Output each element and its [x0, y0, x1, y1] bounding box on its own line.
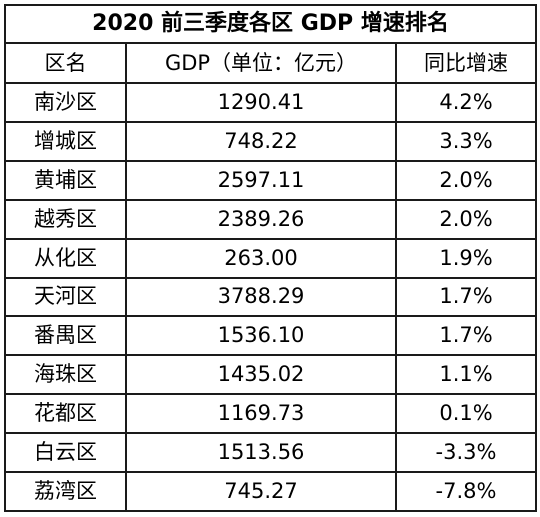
table-row: 白云区 1513.56 -3.3% — [4, 432, 538, 474]
district-cell: 天河区 — [4, 276, 127, 318]
growth-cell: -7.8% — [394, 471, 538, 512]
table-row: 番禺区 1536.10 1.7% — [4, 315, 538, 357]
table-row: 越秀区 2389.26 2.0% — [4, 198, 538, 240]
column-header-growth: 同比增速 — [394, 42, 538, 84]
table-row: 增城区 748.22 3.3% — [4, 120, 538, 162]
gdp-cell: 1513.56 — [125, 432, 397, 474]
title-row: 2020 前三季度各区 GDP 增速排名 — [3, 4, 538, 44]
district-cell: 荔湾区 — [4, 471, 127, 512]
column-header-district: 区名 — [4, 42, 127, 84]
district-cell: 番禺区 — [4, 315, 127, 357]
district-cell: 黄埔区 — [4, 159, 127, 201]
table-row: 花都区 1169.73 0.1% — [4, 393, 538, 435]
table-row: 海珠区 1435.02 1.1% — [4, 354, 538, 396]
growth-cell: 3.3% — [394, 120, 538, 162]
gdp-cell: 1290.41 — [125, 82, 397, 123]
table-row: 黄埔区 2597.11 2.0% — [4, 159, 538, 201]
district-cell: 南沙区 — [4, 82, 127, 123]
growth-cell: -3.3% — [394, 432, 538, 474]
gdp-cell: 2597.11 — [125, 159, 397, 201]
table-row: 从化区 263.00 1.9% — [4, 237, 538, 279]
table-header: 2020 前三季度各区 GDP 增速排名 区名 GDP（单位：亿元） 同比增速 — [3, 4, 538, 84]
table-row: 天河区 3788.29 1.7% — [4, 276, 538, 318]
gdp-cell: 2389.26 — [125, 198, 397, 240]
district-cell: 从化区 — [4, 237, 127, 279]
growth-cell: 2.0% — [394, 198, 538, 240]
district-cell: 增城区 — [4, 120, 127, 162]
district-cell: 海珠区 — [4, 354, 127, 396]
column-header-row: 区名 GDP（单位：亿元） 同比增速 — [4, 42, 538, 84]
growth-cell: 1.7% — [394, 315, 538, 357]
growth-cell: 4.2% — [394, 82, 538, 123]
district-cell: 白云区 — [4, 432, 127, 474]
growth-cell: 1.7% — [394, 276, 538, 318]
district-cell: 越秀区 — [4, 198, 127, 240]
table-row: 荔湾区 745.27 -7.8% — [4, 471, 538, 512]
gdp-cell: 1435.02 — [125, 354, 397, 396]
gdp-cell: 745.27 — [125, 471, 397, 512]
growth-cell: 1.9% — [394, 237, 538, 279]
gdp-cell: 1536.10 — [125, 315, 397, 357]
table-title: 2020 前三季度各区 GDP 增速排名 — [3, 4, 538, 44]
growth-cell: 2.0% — [394, 159, 538, 201]
district-cell: 花都区 — [4, 393, 127, 435]
growth-cell: 0.1% — [394, 393, 538, 435]
gdp-cell: 3788.29 — [125, 276, 397, 318]
gdp-cell: 263.00 — [125, 237, 397, 279]
gdp-cell: 748.22 — [125, 120, 397, 162]
gdp-ranking-table: 2020 前三季度各区 GDP 增速排名 区名 GDP（单位：亿元） 同比增速 … — [3, 4, 538, 512]
column-header-gdp: GDP（单位：亿元） — [125, 42, 397, 84]
growth-cell: 1.1% — [394, 354, 538, 396]
gdp-cell: 1169.73 — [125, 393, 397, 435]
table-row: 南沙区 1290.41 4.2% — [4, 82, 538, 123]
table-body: 南沙区 1290.41 4.2% 增城区 748.22 3.3% 黄埔区 259… — [4, 82, 538, 512]
